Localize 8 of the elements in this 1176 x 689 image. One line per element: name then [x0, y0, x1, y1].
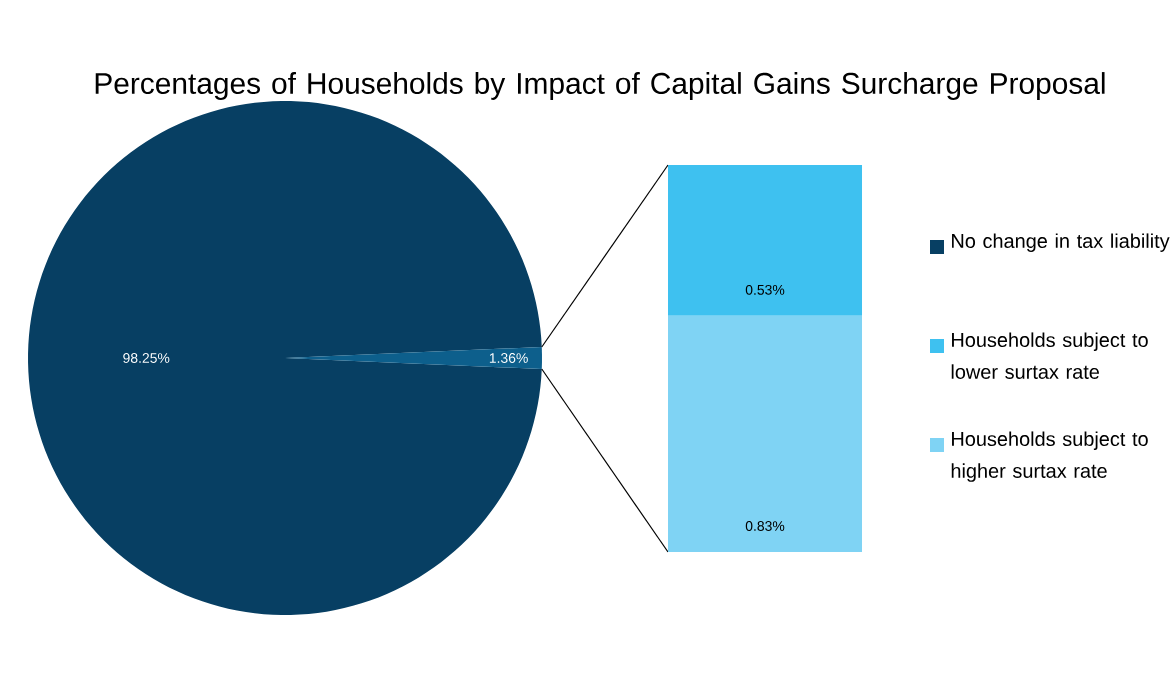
- legend-label: No change in tax liability: [952, 233, 1170, 252]
- data-label: 1.36%: [489, 353, 528, 363]
- data-label: 0.83%: [745, 521, 785, 531]
- chart-title: Percentages of Households by Impact of Capital Gains Surcharge Proposal: [95, 72, 1105, 100]
- legend-label: Households subject to lower surtax rate: [951, 332, 1148, 379]
- data-label: 0.53%: [745, 284, 785, 295]
- data-label: 98.25%: [123, 353, 170, 363]
- legend-label: Households subject to higher surtax rate: [951, 431, 1148, 482]
